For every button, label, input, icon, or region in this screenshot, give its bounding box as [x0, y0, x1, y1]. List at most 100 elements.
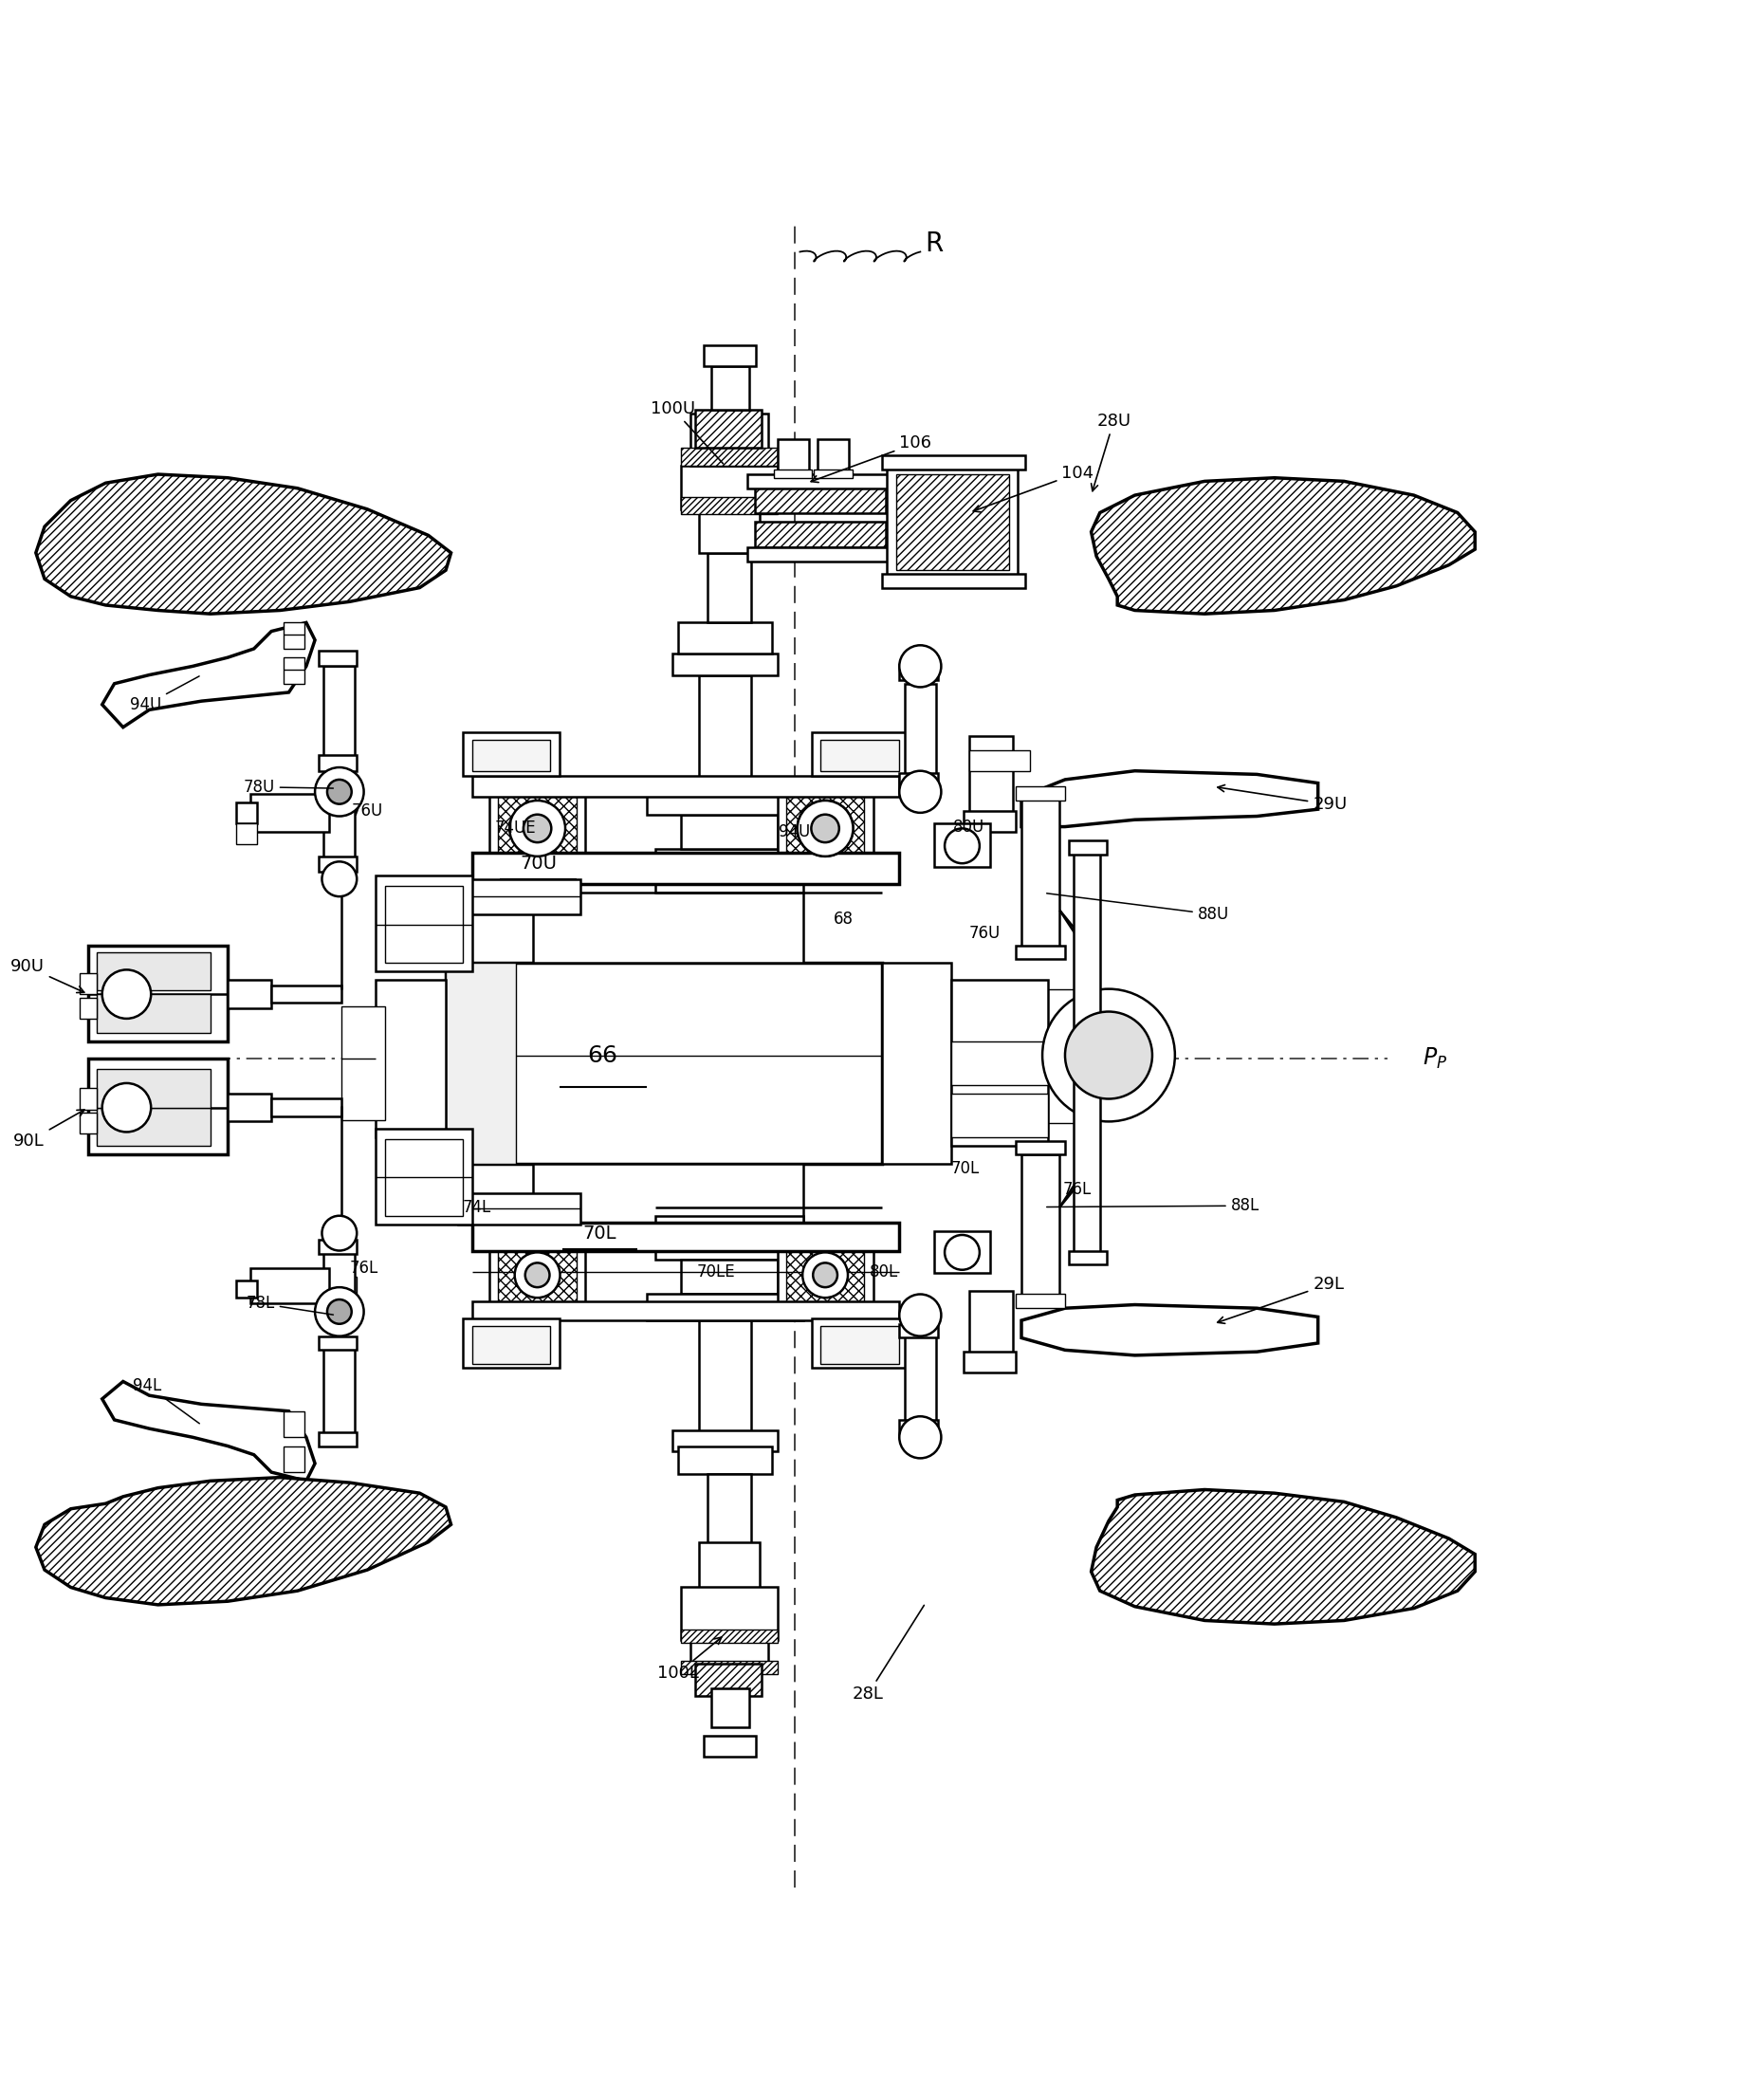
Bar: [1069, 1252, 1107, 1264]
Bar: [283, 657, 304, 685]
Bar: [318, 1432, 356, 1447]
Bar: [271, 1098, 340, 1117]
Text: 80L: 80L: [870, 1262, 897, 1281]
Circle shape: [526, 1262, 550, 1287]
Bar: [690, 1632, 768, 1663]
Bar: [821, 1325, 899, 1365]
Bar: [681, 1661, 777, 1674]
Bar: [250, 1268, 328, 1302]
Bar: [681, 1588, 777, 1640]
Bar: [318, 651, 356, 666]
Bar: [445, 962, 882, 1163]
Bar: [318, 1336, 356, 1350]
Bar: [677, 622, 772, 653]
Text: 29L: 29L: [1217, 1275, 1344, 1323]
Text: 66: 66: [588, 1044, 618, 1067]
Bar: [899, 773, 938, 788]
Circle shape: [321, 1216, 356, 1252]
Bar: [882, 962, 952, 1163]
Circle shape: [314, 1287, 363, 1336]
Bar: [471, 739, 550, 771]
Bar: [904, 1334, 936, 1426]
Circle shape: [798, 800, 854, 857]
Bar: [786, 1247, 864, 1302]
Bar: [236, 823, 257, 844]
Bar: [681, 815, 777, 848]
Bar: [952, 1094, 1048, 1138]
Bar: [1016, 1140, 1065, 1155]
Bar: [323, 1252, 354, 1294]
Bar: [98, 993, 210, 1033]
Bar: [323, 1346, 354, 1436]
Bar: [672, 653, 777, 674]
Bar: [747, 475, 894, 487]
Circle shape: [899, 771, 941, 813]
Bar: [489, 788, 585, 867]
Bar: [1069, 840, 1107, 855]
Bar: [471, 1302, 899, 1321]
Text: 90L: 90L: [14, 1109, 84, 1149]
Text: 28L: 28L: [852, 1604, 924, 1703]
Bar: [964, 811, 1016, 832]
Text: 68: 68: [833, 911, 854, 928]
Bar: [655, 1216, 803, 1260]
Bar: [89, 945, 227, 1042]
Bar: [384, 886, 463, 962]
Circle shape: [314, 766, 363, 817]
Polygon shape: [1021, 771, 1318, 827]
Bar: [814, 468, 852, 479]
Text: 76U: 76U: [351, 802, 382, 819]
Bar: [98, 951, 210, 991]
Text: 76L: 76L: [1063, 1180, 1091, 1199]
Bar: [375, 876, 471, 972]
Bar: [283, 622, 304, 649]
Circle shape: [103, 1084, 150, 1132]
Bar: [98, 1069, 210, 1107]
Bar: [318, 756, 356, 771]
Text: 78U: 78U: [243, 779, 333, 796]
Text: 106: 106: [810, 435, 932, 483]
Bar: [934, 823, 990, 867]
Bar: [969, 1292, 1013, 1365]
Circle shape: [803, 1252, 849, 1298]
Bar: [969, 735, 1013, 815]
Bar: [80, 1088, 98, 1109]
Text: 28U: 28U: [1091, 412, 1131, 491]
Text: 74UE: 74UE: [494, 819, 536, 838]
Polygon shape: [1091, 479, 1475, 613]
Bar: [655, 848, 803, 892]
Text: 74L: 74L: [463, 1199, 492, 1216]
Bar: [1016, 945, 1065, 960]
Bar: [952, 981, 1048, 1147]
Bar: [695, 1663, 761, 1695]
Bar: [323, 666, 354, 762]
Bar: [80, 972, 98, 993]
Bar: [698, 508, 760, 552]
Bar: [817, 439, 849, 475]
Bar: [698, 1321, 751, 1434]
Text: 90U: 90U: [10, 958, 84, 993]
Bar: [283, 1447, 304, 1472]
Bar: [1069, 1050, 1107, 1065]
Circle shape: [327, 779, 351, 804]
Bar: [1016, 788, 1065, 800]
Bar: [1069, 1050, 1107, 1065]
Bar: [681, 447, 777, 466]
Text: 88L: 88L: [1048, 1197, 1259, 1214]
Bar: [698, 1541, 760, 1592]
Bar: [777, 1239, 873, 1308]
Bar: [646, 788, 803, 815]
Bar: [323, 808, 354, 861]
Bar: [711, 1688, 749, 1726]
Circle shape: [798, 800, 854, 857]
Bar: [1074, 1058, 1100, 1260]
Polygon shape: [103, 622, 314, 727]
Bar: [498, 796, 576, 861]
Bar: [812, 733, 908, 777]
Text: 104: 104: [973, 464, 1095, 512]
Bar: [812, 1319, 908, 1367]
Bar: [887, 466, 1018, 580]
Bar: [786, 796, 864, 861]
Bar: [227, 981, 271, 1008]
Text: 94U: 94U: [779, 823, 810, 840]
